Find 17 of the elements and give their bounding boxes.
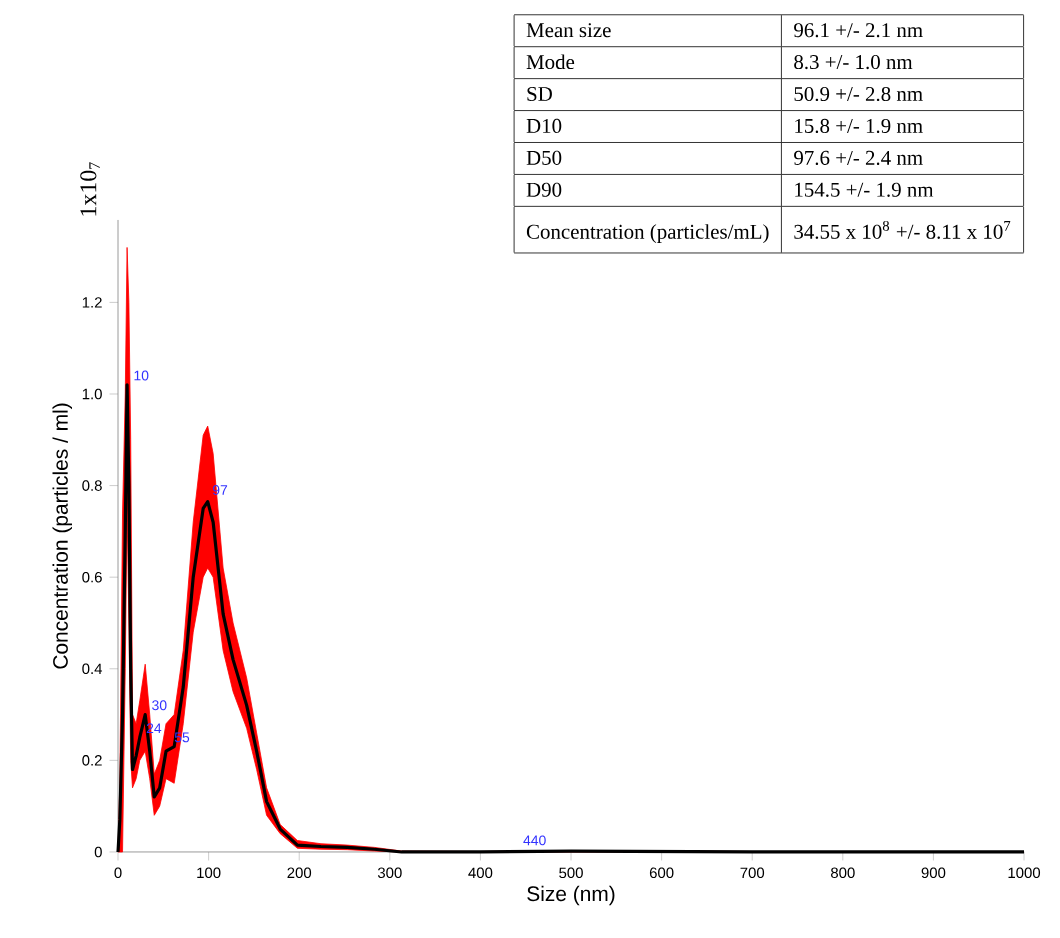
text: SD: [527, 86, 552, 102]
text: Mode: [526, 54, 575, 70]
text: D50: [526, 150, 562, 165]
text: 1x10$_{7}$: [80, 162, 100, 216]
text: 50.9 +/- 2.8 nm: [794, 86, 923, 102]
text: 8.3 +/- 1.0 nm: [794, 54, 913, 70]
text: 96.1 +/- 2.1 nm: [794, 23, 923, 38]
x-axis-title: Size (nm): [527, 885, 615, 906]
text: Mean size: [526, 23, 611, 38]
annotation: Concentration (particles/mL): [526, 224, 769, 244]
text: D90: [526, 182, 562, 197]
y-axis-title: Concentration (particles / ml): [52, 403, 73, 669]
text: D10: [526, 118, 562, 133]
text: 154.5 +/- 1.9 nm: [795, 182, 934, 197]
text: 97.6 +/- 2.4 nm: [794, 150, 923, 165]
annotation: 34.55 x 10$^{8}$ +/- 8.11 x 10$^{7}$: [794, 220, 1011, 239]
text: 15.8 +/- 1.9 nm: [795, 118, 923, 134]
